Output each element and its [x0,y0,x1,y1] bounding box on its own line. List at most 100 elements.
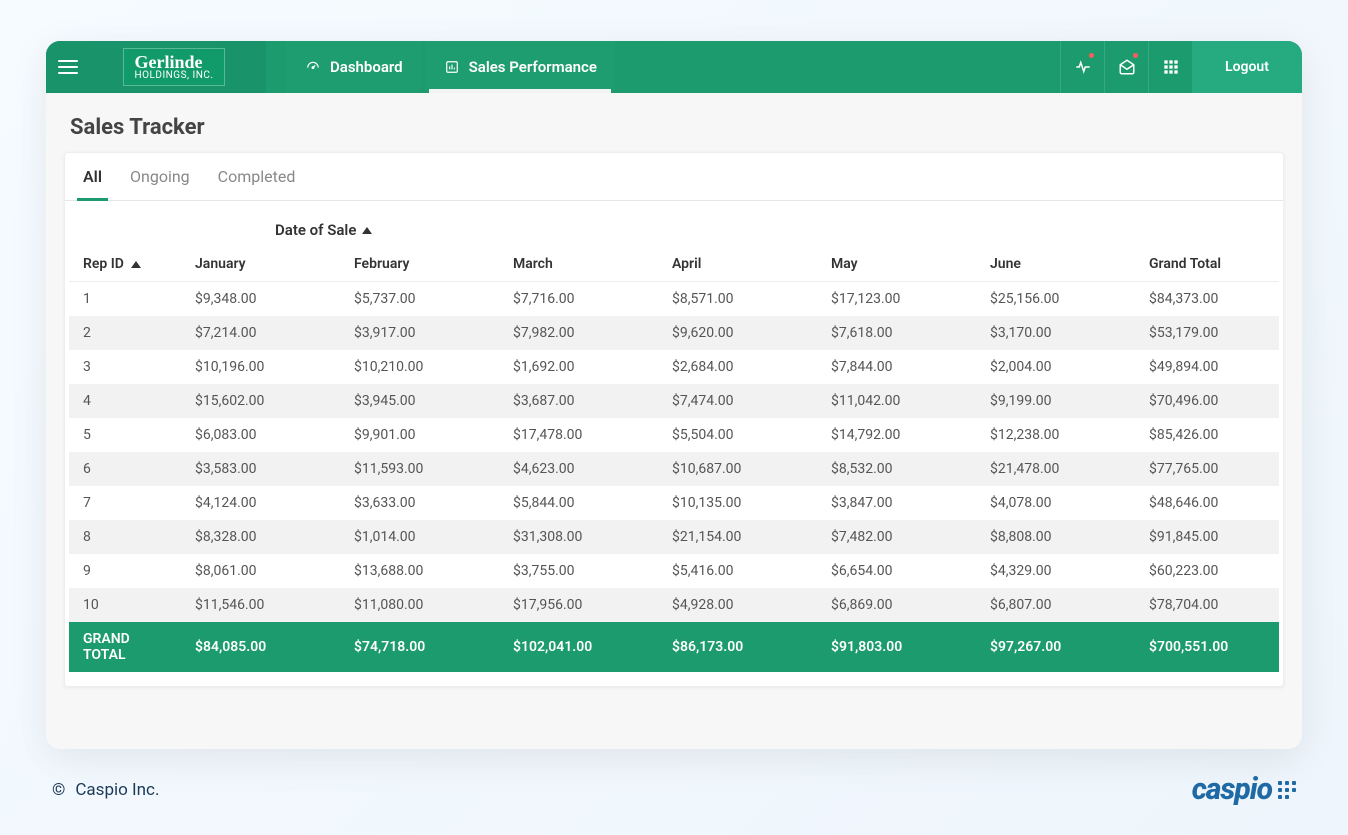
cell-row-total: $84,373.00 [1139,282,1279,317]
cell-value: $6,654.00 [821,554,980,588]
cell-value: $8,571.00 [662,282,821,317]
table-header-row: Rep ID January February March April May … [69,247,1279,282]
notification-dot [1089,53,1094,58]
gauge-icon [304,60,322,74]
nav-item-dashboard[interactable]: Dashboard [286,41,421,93]
nav-label: Dashboard [330,58,403,76]
cell-value: $14,792.00 [821,418,980,452]
cell-row-total: $85,426.00 [1139,418,1279,452]
col-header-month[interactable]: February [344,247,503,282]
cell-rep-id: 3 [69,350,185,384]
cell-value: $7,844.00 [821,350,980,384]
cell-value: $1,014.00 [344,520,503,554]
nav-item-sales-performance[interactable]: Sales Performance [425,41,615,93]
cell-rep-id: 1 [69,282,185,317]
apps-button[interactable] [1148,41,1192,93]
cell-value: $15,602.00 [185,384,344,418]
cell-row-total: $77,765.00 [1139,452,1279,486]
sub-tabs: All Ongoing Completed [65,153,1283,201]
table-row[interactable]: 7$4,124.00$3,633.00$5,844.00$10,135.00$3… [69,486,1279,520]
sort-asc-icon [362,227,372,234]
cell-row-total: $53,179.00 [1139,316,1279,350]
col-header-month[interactable]: May [821,247,980,282]
top-nav-bar: Gerlinde HOLDINGS, INC. Dashboard Sales … [46,41,1302,93]
cell-value: $10,687.00 [662,452,821,486]
cell-value: $7,982.00 [503,316,662,350]
brand-logo[interactable]: Gerlinde HOLDINGS, INC. [90,41,266,93]
cell-row-total: $48,646.00 [1139,486,1279,520]
cell-rep-id: 6 [69,452,185,486]
cell-row-total: $91,845.00 [1139,520,1279,554]
page-title: Sales Tracker [46,93,1302,152]
cell-value: $17,478.00 [503,418,662,452]
grand-total-cell: $97,267.00 [980,622,1139,672]
cell-value: $5,416.00 [662,554,821,588]
caspio-logo-text: caspio [1192,772,1272,807]
cell-value: $4,928.00 [662,588,821,622]
tab-completed[interactable]: Completed [216,153,298,200]
table-row[interactable]: 8$8,328.00$1,014.00$31,308.00$21,154.00$… [69,520,1279,554]
col-header-grand-total[interactable]: Grand Total [1139,247,1279,282]
logout-button[interactable]: Logout [1192,41,1302,93]
cell-row-total: $78,704.00 [1139,588,1279,622]
cell-rep-id: 2 [69,316,185,350]
activity-button[interactable] [1060,41,1104,93]
cell-value: $13,688.00 [344,554,503,588]
cell-value: $21,478.00 [980,452,1139,486]
cell-value: $7,618.00 [821,316,980,350]
cell-value: $3,917.00 [344,316,503,350]
cell-value: $10,210.00 [344,350,503,384]
cell-value: $11,593.00 [344,452,503,486]
table-row[interactable]: 4$15,602.00$3,945.00$3,687.00$7,474.00$1… [69,384,1279,418]
cell-value: $7,716.00 [503,282,662,317]
cell-value: $8,328.00 [185,520,344,554]
hamburger-icon [58,60,78,74]
cell-value: $1,692.00 [503,350,662,384]
menu-toggle-button[interactable] [46,41,90,93]
table-row[interactable]: 1$9,348.00$5,737.00$7,716.00$8,571.00$17… [69,282,1279,317]
table-row[interactable]: 10$11,546.00$11,080.00$17,956.00$4,928.0… [69,588,1279,622]
cell-value: $4,124.00 [185,486,344,520]
brand-logo-inner: Gerlinde HOLDINGS, INC. [123,48,224,86]
column-group-header[interactable]: Date of Sale [69,211,1279,247]
sort-asc-icon [131,261,141,268]
cell-value: $7,214.00 [185,316,344,350]
cell-value: $31,308.00 [503,520,662,554]
sales-table: Rep ID January February March April May … [69,247,1279,672]
table-row[interactable]: 9$8,061.00$13,688.00$3,755.00$5,416.00$6… [69,554,1279,588]
tab-ongoing[interactable]: Ongoing [128,153,192,200]
cell-value: $5,737.00 [344,282,503,317]
col-header-month[interactable]: January [185,247,344,282]
cell-value: $3,755.00 [503,554,662,588]
table-row[interactable]: 2$7,214.00$3,917.00$7,982.00$9,620.00$7,… [69,316,1279,350]
cell-value: $6,869.00 [821,588,980,622]
cell-rep-id: 8 [69,520,185,554]
inbox-button[interactable] [1104,41,1148,93]
cell-row-total: $49,894.00 [1139,350,1279,384]
cell-value: $6,807.00 [980,588,1139,622]
cell-value: $17,956.00 [503,588,662,622]
table-row[interactable]: 5$6,083.00$9,901.00$17,478.00$5,504.00$1… [69,418,1279,452]
table-row[interactable]: 6$3,583.00$11,593.00$4,623.00$10,687.00$… [69,452,1279,486]
table-row[interactable]: 3$10,196.00$10,210.00$1,692.00$2,684.00$… [69,350,1279,384]
col-header-rep[interactable]: Rep ID [69,247,185,282]
cell-value: $5,504.00 [662,418,821,452]
notification-dot [1133,53,1138,58]
cell-value: $9,348.00 [185,282,344,317]
grand-total-label: GRAND TOTAL [69,622,185,672]
copyright-icon: © [52,780,65,800]
header-action-icons [1060,41,1192,93]
cell-value: $9,901.00 [344,418,503,452]
col-header-month[interactable]: April [662,247,821,282]
cell-value: $5,844.00 [503,486,662,520]
app-window: Gerlinde HOLDINGS, INC. Dashboard Sales … [46,41,1302,749]
caspio-dots-icon [1278,781,1296,799]
cell-rep-id: 10 [69,588,185,622]
cell-value: $6,083.00 [185,418,344,452]
copyright-text: Caspio Inc. [75,780,159,800]
col-header-month[interactable]: March [503,247,662,282]
brand-line1: Gerlinde [134,53,213,71]
tab-all[interactable]: All [81,153,104,200]
col-header-month[interactable]: June [980,247,1139,282]
logout-label: Logout [1225,59,1269,75]
